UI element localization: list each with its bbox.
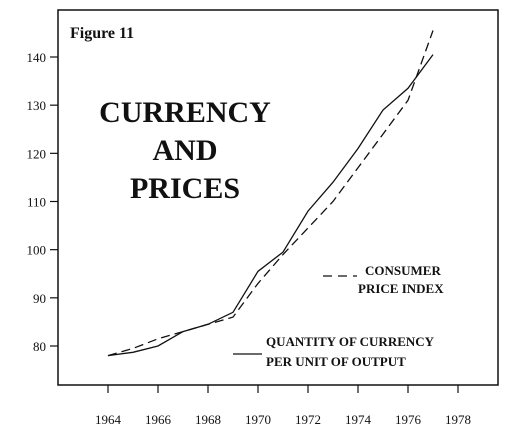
x-tick-label: 1972 bbox=[295, 412, 321, 427]
title-line-1: CURRENCY bbox=[99, 96, 271, 129]
series-line-consumer-price-index bbox=[107, 30, 434, 357]
legend-label-per-unit: PER UNIT OF OUTPUT bbox=[266, 354, 406, 369]
x-tick-label: 1970 bbox=[245, 412, 271, 427]
title-line-3: PRICES bbox=[130, 172, 240, 205]
legend-label-quantity: QUANTITY OF CURRENCY bbox=[266, 334, 435, 349]
y-tick-label: 130 bbox=[27, 98, 47, 113]
x-tick-label: 1976 bbox=[395, 412, 422, 427]
legend-label-consumer: CONSUMER bbox=[365, 263, 441, 278]
legend-label-price-index: PRICE INDEX bbox=[358, 281, 444, 296]
y-axis: 80 90 100 110 120 130 140 bbox=[27, 50, 58, 354]
x-tick-label: 1974 bbox=[345, 412, 372, 427]
x-tick-label: 1968 bbox=[195, 412, 221, 427]
series-line-quantity-of-currency bbox=[107, 54, 434, 357]
title-line-2: AND bbox=[153, 134, 218, 167]
y-tick-label: 80 bbox=[33, 339, 46, 354]
y-tick-label: 140 bbox=[27, 50, 47, 65]
x-tick-label: 1966 bbox=[145, 412, 172, 427]
figure-label: Figure 11 bbox=[70, 25, 134, 42]
y-tick-label: 90 bbox=[33, 291, 46, 306]
legend-quantity-of-currency: QUANTITY OF CURRENCY PER UNIT OF OUTPUT bbox=[233, 334, 435, 369]
x-axis: 1964 1966 1968 1970 1972 1974 1976 1978 bbox=[95, 385, 471, 427]
y-tick-label: 100 bbox=[27, 243, 47, 258]
x-tick-label: 1978 bbox=[445, 412, 471, 427]
plot-frame bbox=[57, 9, 499, 386]
legend-consumer-price-index: CONSUMER PRICE INDEX bbox=[323, 263, 444, 296]
x-tick-label: 1964 bbox=[95, 412, 122, 427]
y-tick-label: 120 bbox=[27, 146, 47, 161]
y-tick-label: 110 bbox=[27, 195, 46, 210]
